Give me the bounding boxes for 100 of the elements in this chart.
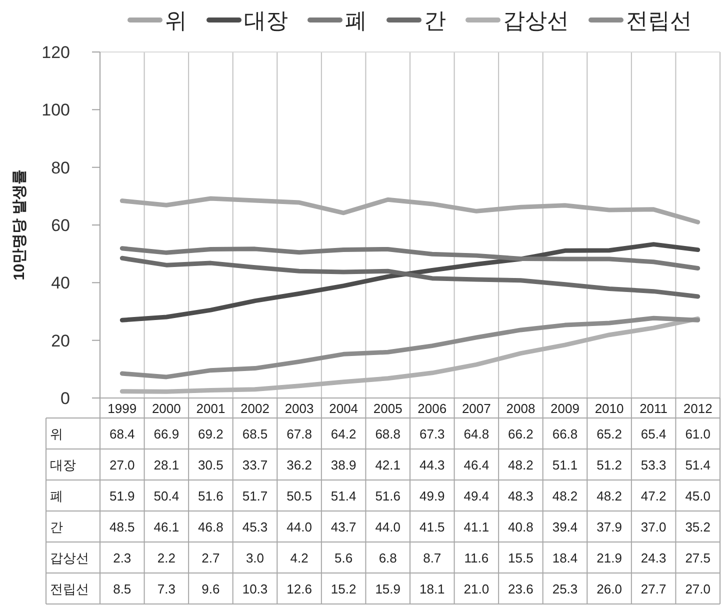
data-label: 4.2	[290, 550, 308, 566]
data-label: 51.1	[552, 458, 578, 472]
data-label: 8.5	[113, 582, 132, 596]
data-label: 44.3	[419, 458, 445, 472]
data-label: 2.7	[202, 550, 220, 566]
data-label: 45.0	[685, 488, 711, 504]
data-label: 24.3	[640, 550, 666, 566]
y-tick-label: 120	[42, 43, 70, 62]
line-series	[120, 256, 700, 299]
y-axis-title: 10만명당 발생률	[11, 170, 28, 280]
y-tick-label: 100	[42, 100, 70, 120]
data-label: 6.8	[378, 550, 397, 566]
x-tick-label: 2011	[640, 401, 668, 416]
data-label: 33.7	[242, 458, 268, 472]
data-label: 36.2	[286, 458, 312, 472]
y-tick-label: 80	[51, 158, 70, 178]
data-label: 3.0	[246, 550, 264, 566]
data-label: 18.1	[419, 582, 445, 596]
legend-label: 폐	[345, 8, 367, 33]
x-tick-label: 2000	[152, 401, 181, 416]
line-series	[120, 316, 700, 394]
data-label: 51.4	[685, 458, 711, 472]
text: 위	[50, 426, 63, 442]
data-label: 30.5	[198, 458, 224, 472]
data-label: 25.3	[552, 582, 578, 596]
data-label: 10.3	[242, 582, 268, 596]
data-label: 51.9	[109, 488, 135, 504]
data-label: 48.2	[552, 488, 578, 504]
x-tick-label: 2005	[373, 401, 402, 416]
data-label: 68.8	[375, 426, 401, 442]
data-label: 48.5	[109, 520, 135, 534]
data-label: 7.3	[157, 582, 176, 596]
x-tick-label: 2010	[594, 401, 624, 416]
data-label: 40.8	[508, 520, 534, 534]
line-series	[120, 196, 700, 224]
data-label: 5.6	[334, 550, 353, 566]
data-label: 48.2	[508, 458, 534, 472]
data-label: 15.2	[330, 582, 356, 596]
data-label: 64.2	[330, 426, 356, 442]
text: 간	[50, 520, 63, 534]
data-label: 51.6	[375, 488, 401, 504]
data-label: 15.9	[375, 582, 401, 596]
data-label: 21.0	[464, 582, 490, 596]
data-label: 61.0	[685, 426, 711, 442]
line-series	[120, 316, 700, 380]
data-label: 28.1	[154, 458, 180, 472]
text: 폐	[50, 488, 63, 504]
legend-label: 대장	[244, 8, 288, 33]
data-label: 35.2	[685, 520, 711, 534]
data-label: 66.9	[154, 426, 180, 442]
data-label: 23.6	[508, 582, 534, 596]
data-label: 37.0	[640, 520, 666, 534]
x-tick-label: 2009	[550, 401, 580, 416]
x-tick-label: 2008	[506, 401, 536, 416]
legend-label: 전립선	[626, 8, 692, 33]
data-label: 51.7	[242, 488, 268, 504]
line-series	[120, 242, 700, 322]
data-label: 42.1	[375, 458, 401, 472]
data-label: 38.9	[330, 458, 356, 472]
x-tick-label: 2006	[418, 401, 447, 416]
x-tick-label: 2001	[196, 401, 226, 416]
y-tick-label: 20	[51, 331, 70, 350]
data-label: 65.2	[596, 426, 622, 442]
data-label: 44.0	[375, 520, 401, 534]
x-tick-label: 1999	[108, 401, 137, 416]
legend-label: 간	[424, 8, 446, 33]
data-label: 51.2	[596, 458, 622, 472]
data-label: 67.3	[419, 426, 445, 442]
data-label: 27.7	[640, 582, 666, 596]
text: 전립선	[50, 582, 89, 596]
y-tick-label: 0	[60, 389, 70, 408]
data-label: 27.0	[685, 582, 711, 596]
x-tick-label: 2004	[329, 401, 358, 416]
x-tick-label: 2002	[240, 401, 270, 416]
legend-label: 위	[165, 8, 187, 33]
data-label: 27.5	[685, 550, 711, 566]
data-label: 48.2	[596, 488, 622, 504]
legend-label: 갑상선	[503, 8, 569, 33]
data-label: 15.5	[508, 550, 534, 566]
line-series	[120, 246, 700, 270]
data-label: 67.8	[286, 426, 312, 442]
data-label: 39.4	[552, 520, 578, 534]
data-label: 69.2	[198, 426, 224, 442]
data-label: 45.3	[242, 520, 268, 534]
data-label: 50.5	[286, 488, 312, 504]
data-label: 18.4	[552, 550, 578, 566]
data-label: 68.4	[109, 426, 135, 442]
data-label: 26.0	[596, 582, 622, 596]
data-label: 43.7	[330, 520, 356, 534]
data-label: 41.1	[464, 520, 490, 534]
data-label: 46.1	[154, 520, 180, 534]
text: 대장	[50, 458, 76, 472]
data-label: 8.7	[423, 550, 442, 566]
x-tick-label: 2003	[284, 401, 314, 416]
data-label: 65.4	[640, 426, 666, 442]
data-label: 2.3	[113, 550, 132, 566]
data-label: 44.0	[286, 520, 312, 534]
data-label: 9.6	[202, 582, 220, 596]
data-label: 46.4	[464, 458, 490, 472]
data-label: 64.8	[464, 426, 490, 442]
